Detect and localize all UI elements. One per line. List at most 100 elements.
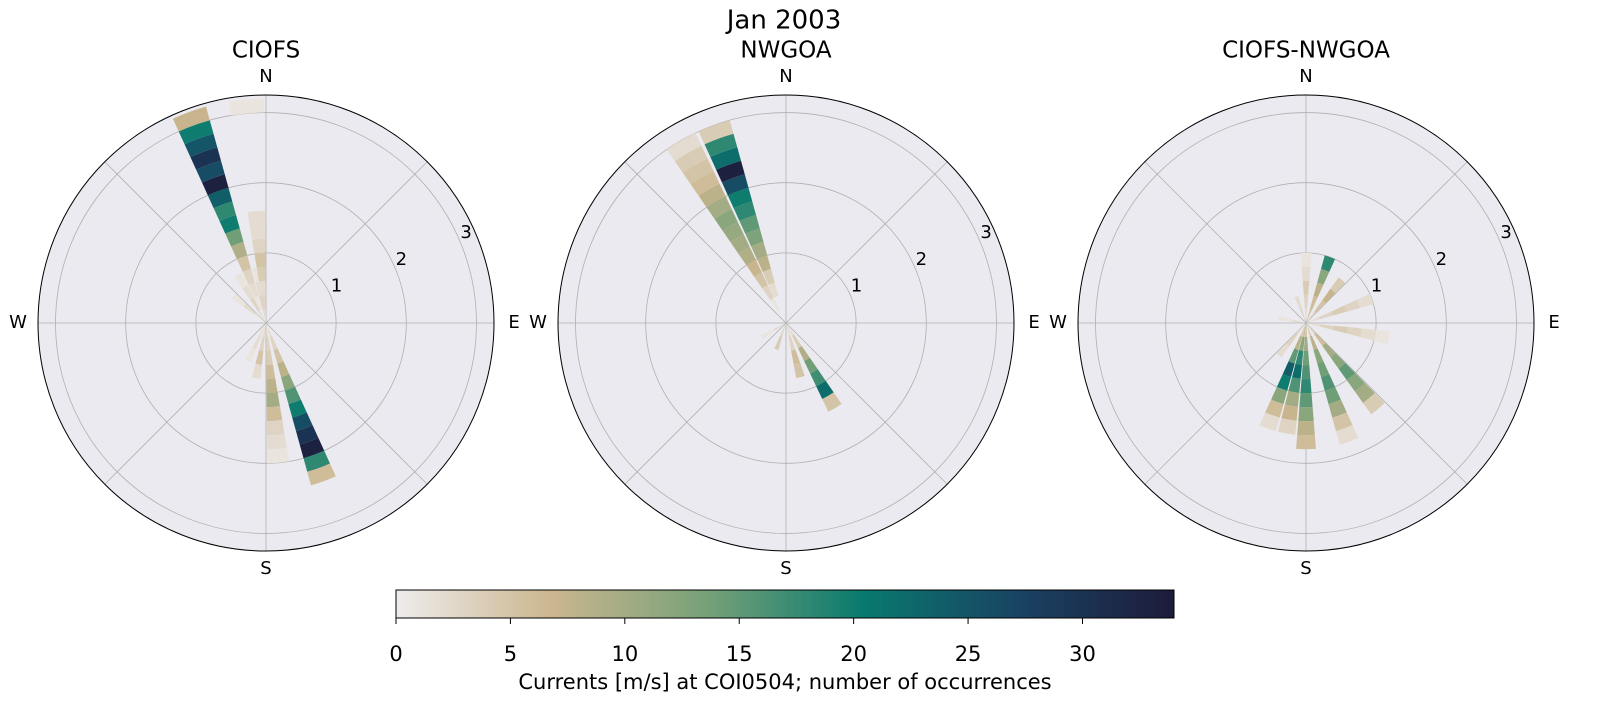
rose-segment [1259,412,1280,432]
r-tick-label: 2 [396,249,407,270]
rose-segment [1300,309,1306,323]
grid-spoke [104,322,267,485]
rose-segment [249,224,266,240]
rose-segment [1300,378,1312,394]
rose-segment [1335,425,1359,445]
rose-segment [1319,324,1334,331]
rose-segment [1346,327,1362,338]
rose-segment [247,210,266,227]
rose-segment [225,228,244,247]
rose-segment [822,392,842,412]
rose-segment [250,297,260,312]
rose-segment [280,374,296,391]
rose-segment [307,463,336,486]
polar-frame [37,94,495,552]
rose-segment [1300,252,1312,268]
rose-segment [190,147,222,170]
rose-segment [251,363,262,379]
rose-segment [804,357,818,374]
rose-segment [254,252,266,268]
rose-segment [1295,350,1304,365]
rose-segment [299,437,325,459]
rose-segment [1286,333,1298,346]
rose-segment [172,106,210,132]
rose-segment [236,255,252,272]
rose-segment [1306,323,1320,327]
rose-segment [1294,295,1303,311]
rose-segment [1338,363,1356,381]
grid-spoke [1144,161,1307,324]
rose-segment [721,174,749,196]
r-tick-label: 3 [1500,222,1511,243]
rose-segment [234,272,248,289]
grid-spoke [1305,161,1468,324]
panel-title: CIOFS [232,38,300,64]
direction-label: W [1049,312,1067,333]
rose-segment [1296,323,1306,335]
rose-segment [714,209,738,231]
rose-segment [706,196,732,219]
rose-segment [1304,308,1308,323]
rose-segment [745,228,764,247]
panel-title: CIOFS-NWGOA [1222,38,1390,64]
panel-title: NWGOA [740,38,831,64]
rose-segment [1346,373,1366,392]
rose-segment [1298,336,1305,351]
rose-segment [739,214,760,234]
rose-segment [1306,323,1312,337]
direction-label: N [259,66,272,87]
rose-segment [1292,319,1306,323]
rose-segment [1317,268,1330,285]
rose-segment [773,323,786,331]
rose-segment [1313,348,1324,364]
rose-segment [786,323,791,337]
rose-segment [1299,392,1313,408]
rose-segment [295,425,319,445]
direction-label: S [1300,558,1311,579]
rose-segment [1304,323,1308,338]
colorbar [395,589,1175,619]
rose-segment [1302,323,1306,337]
rose-segment [798,346,810,361]
rose-segment [252,238,266,254]
rose-segment [273,348,284,364]
rose-segment [722,221,744,243]
rose-segment [259,323,266,337]
rose-segment [242,268,255,285]
rose-segment [792,334,802,349]
rose-segment [1309,335,1318,351]
r-tick-label: 3 [980,222,991,243]
direction-label: S [260,558,271,579]
r-tick-label: 1 [851,276,862,297]
rose-segment [698,120,734,145]
r-tick-label: 1 [1371,276,1382,297]
r-tick-label: 3 [460,222,471,243]
rose-segment [733,201,757,221]
rose-segment [219,214,240,234]
direction-label: E [1028,312,1039,333]
rose-segment [262,309,266,323]
polar-frame [557,94,1015,552]
rose-segment [1288,377,1301,393]
rose-segment [1322,343,1336,358]
rose-segment [1373,329,1390,345]
rose-segment [245,347,257,363]
rose-segment [266,433,287,450]
rose-segment [1360,328,1376,341]
rose-segment [816,380,834,399]
colorbar-tick-label: 5 [504,642,517,666]
colorbar-tick-label: 30 [1069,642,1096,666]
rose-segment [1320,255,1336,272]
rose-segment [1303,336,1309,352]
grid-spoke [785,322,948,485]
rose-segment [1318,311,1334,320]
rose-segment [231,293,246,307]
rose-segment [710,147,742,170]
rose-segment [263,308,266,323]
rose-segment [1332,412,1353,432]
rose-segment [760,329,775,339]
rose-segment [266,392,280,408]
rose-segment [1282,361,1295,378]
rose-segment [266,378,278,394]
